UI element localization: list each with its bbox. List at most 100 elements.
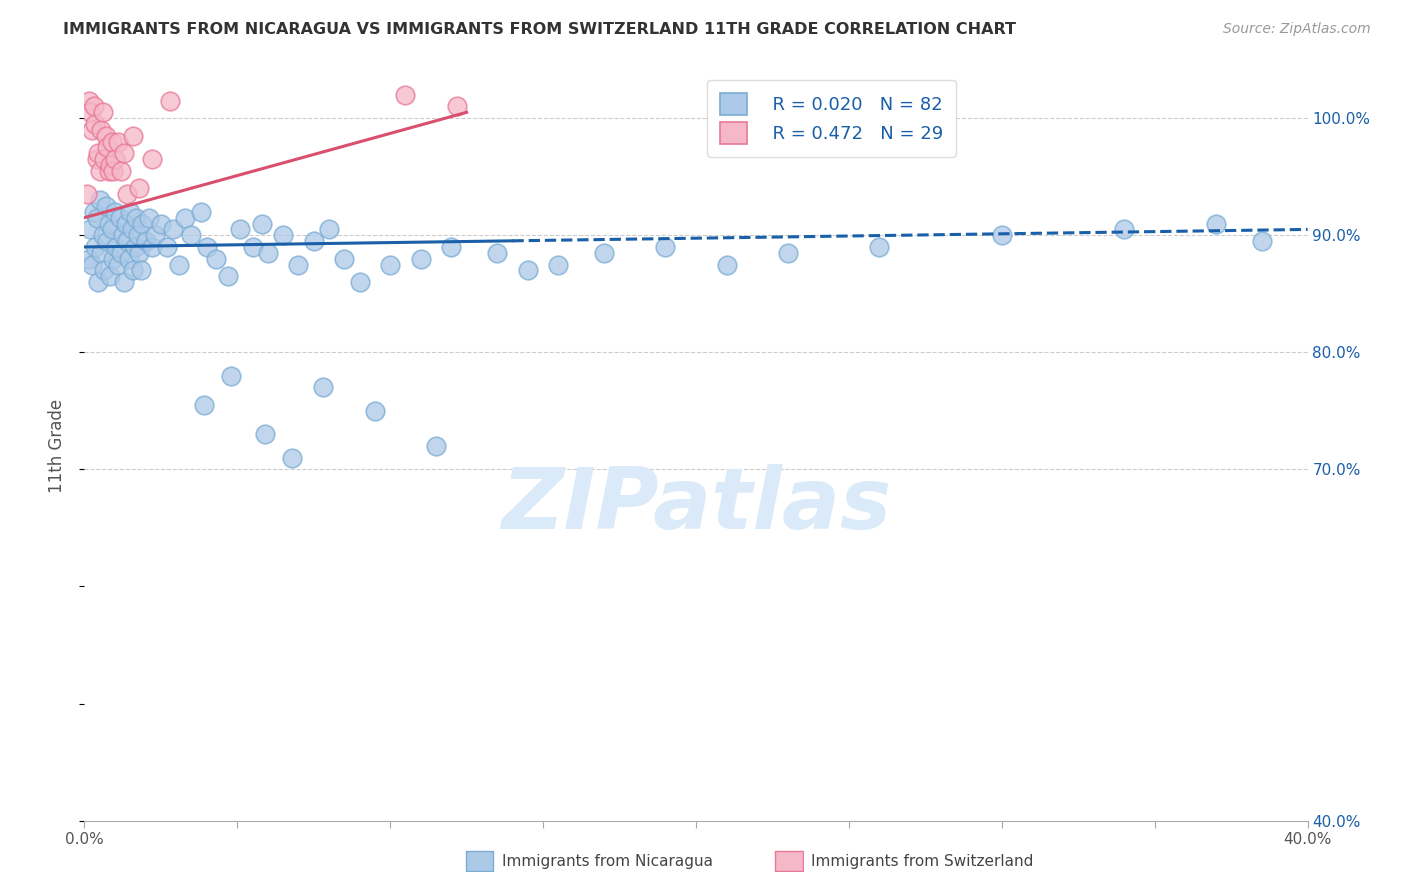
Point (425, 439, 447, 453)
Point (118, 252, 141, 266)
Point (114, 217, 136, 231)
Point (287, 258, 309, 272)
Point (110, 245, 132, 260)
Point (90, 245, 112, 260)
Point (1114, 222, 1136, 236)
Point (257, 245, 280, 260)
Point (654, 240, 676, 254)
Legend:   R = 0.020   N = 82,   R = 0.472   N = 29: R = 0.020 N = 82, R = 0.472 N = 29 (707, 80, 956, 157)
Point (253, 427, 276, 442)
Point (98, 269, 121, 284)
Point (103, 164, 125, 178)
Point (79, 105, 101, 120)
Point (156, 240, 179, 254)
Point (94, 128, 117, 143)
Text: IMMIGRANTS FROM NICARAGUA VS IMMIGRANTS FROM SWITZERLAND 11TH GRADE CORRELATION : IMMIGRANTS FROM NICARAGUA VS IMMIGRANTS … (63, 22, 1017, 37)
Point (180, 228, 202, 243)
Point (128, 181, 150, 195)
Point (380, 258, 402, 272)
Point (217, 269, 239, 284)
Point (281, 450, 304, 465)
Point (131, 217, 153, 231)
Point (122, 128, 145, 143)
Point (1205, 217, 1227, 231)
Point (776, 245, 799, 260)
Point (122, 263, 145, 277)
Point (96, 234, 118, 248)
Point (93, 152, 115, 166)
Point (190, 205, 212, 219)
Point (91, 105, 114, 120)
Point (312, 380, 335, 394)
Text: Immigrants from Nicaragua: Immigrants from Nicaragua (502, 855, 713, 869)
Point (79, 222, 101, 236)
Point (112, 275, 135, 289)
Point (991, 228, 1014, 243)
Text: Source: ZipAtlas.com: Source: ZipAtlas.com (1223, 22, 1371, 37)
Point (167, 258, 190, 272)
Point (84, 117, 107, 131)
Point (129, 263, 152, 277)
Point (76, 187, 98, 202)
Point (80, 123, 103, 137)
Point (108, 211, 131, 225)
Point (138, 211, 160, 225)
Point (250, 217, 273, 231)
Point (716, 258, 738, 272)
Point (103, 252, 125, 266)
Point (229, 222, 252, 236)
Text: ZIPatlas: ZIPatlas (501, 465, 891, 548)
Point (302, 234, 325, 248)
Point (115, 234, 138, 248)
Point (83, 205, 105, 219)
Point (219, 368, 242, 383)
Point (101, 135, 124, 149)
Point (89, 164, 111, 178)
Point (120, 205, 142, 219)
Point (105, 240, 128, 254)
Point (516, 263, 538, 277)
Point (205, 252, 228, 266)
Point (93, 263, 115, 277)
Point (440, 240, 463, 254)
Point (86, 211, 108, 225)
Point (86, 152, 108, 166)
Point (90, 123, 112, 137)
Point (143, 228, 166, 243)
Point (446, 99, 468, 113)
Point (128, 245, 150, 260)
Point (159, 94, 181, 108)
Point (162, 222, 184, 236)
Point (83, 99, 105, 113)
Point (174, 211, 197, 225)
Point (91, 228, 114, 243)
Y-axis label: 11th Grade: 11th Grade (48, 399, 66, 493)
Point (141, 152, 163, 166)
Point (115, 187, 138, 202)
Point (193, 398, 215, 412)
Point (242, 240, 264, 254)
Point (271, 228, 294, 243)
Point (107, 258, 129, 272)
Point (101, 222, 124, 236)
Point (125, 211, 148, 225)
Point (486, 245, 509, 260)
Point (547, 258, 569, 272)
Point (124, 240, 146, 254)
Point (97, 217, 120, 231)
Text: Immigrants from Switzerland: Immigrants from Switzerland (811, 855, 1033, 869)
Point (127, 228, 149, 243)
Point (593, 245, 616, 260)
Point (89, 193, 111, 207)
Point (141, 240, 163, 254)
Point (84, 240, 107, 254)
Point (110, 164, 132, 178)
Point (96, 140, 118, 154)
Point (104, 152, 127, 166)
Point (149, 217, 172, 231)
Point (364, 404, 387, 418)
Point (409, 252, 432, 266)
Point (80, 258, 103, 272)
Point (77, 252, 100, 266)
Point (869, 240, 891, 254)
